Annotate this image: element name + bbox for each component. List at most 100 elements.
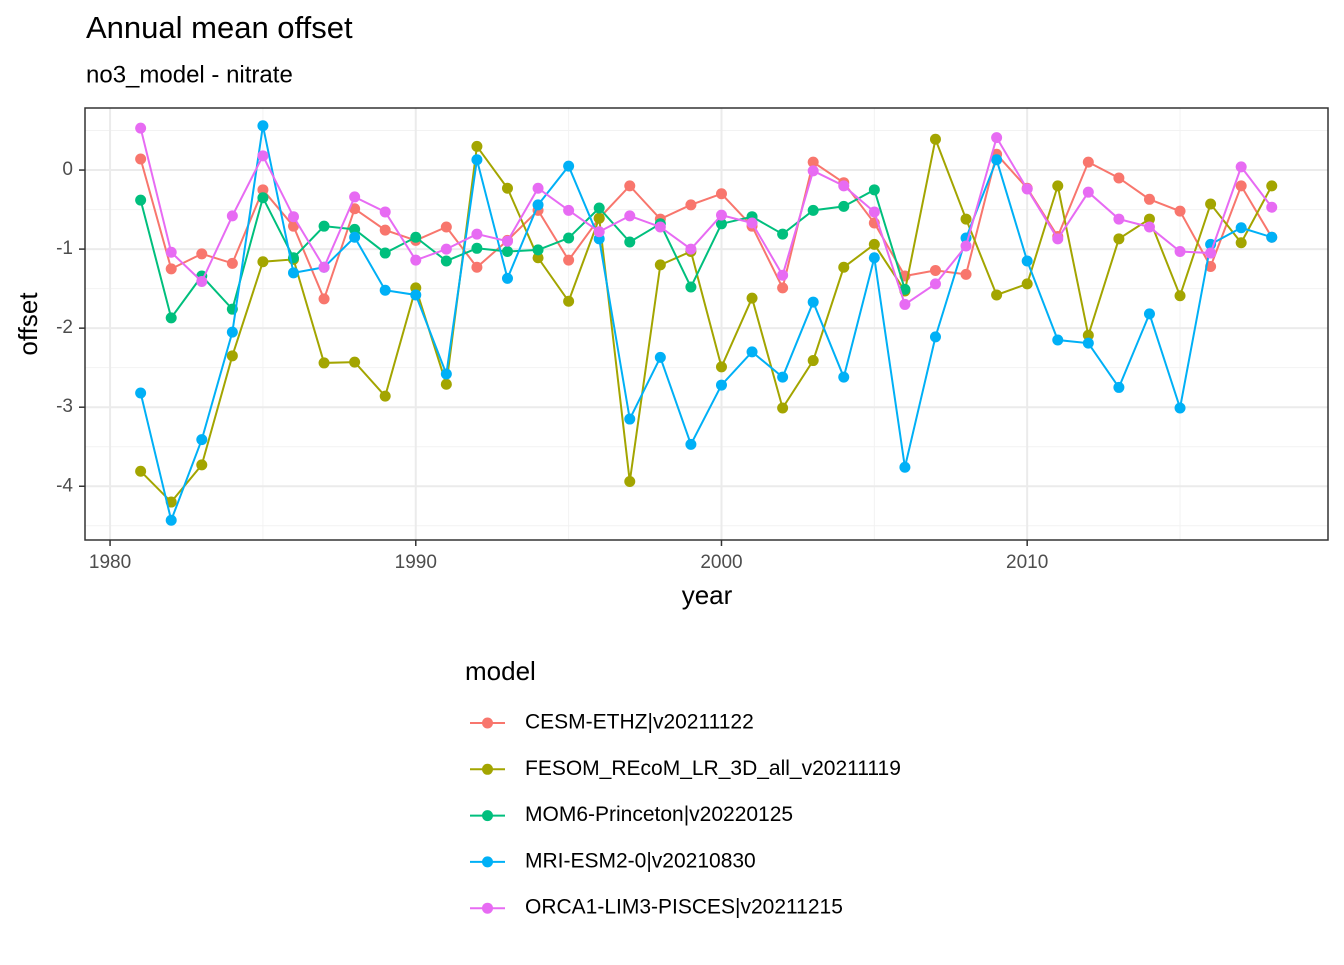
data-point <box>1266 180 1278 192</box>
data-point <box>410 231 422 243</box>
data-point <box>1235 222 1247 234</box>
data-point <box>991 154 1003 166</box>
data-point <box>685 243 697 255</box>
data-point <box>1266 231 1278 243</box>
data-point <box>868 252 880 264</box>
data-point <box>226 210 238 222</box>
data-point <box>685 281 697 293</box>
data-point <box>899 283 911 295</box>
data-point <box>440 255 452 267</box>
x-tick-label: 2000 <box>700 552 742 573</box>
data-point <box>1082 329 1094 341</box>
data-point <box>1235 237 1247 249</box>
data-point <box>807 355 819 367</box>
legend-label: FESOM_REcoM_LR_3D_all_v20211119 <box>525 757 901 780</box>
data-point <box>593 226 605 238</box>
legend-label: CESM-ETHZ|v20211122 <box>525 711 754 734</box>
data-point <box>1174 290 1186 302</box>
data-point <box>1052 233 1064 245</box>
data-point <box>1082 156 1094 168</box>
data-point <box>715 188 727 200</box>
data-point <box>226 350 238 362</box>
data-point <box>1174 245 1186 257</box>
data-point <box>654 259 666 271</box>
data-point <box>196 248 208 260</box>
data-point <box>654 351 666 363</box>
data-point <box>318 220 330 232</box>
data-point <box>501 245 513 257</box>
data-point <box>777 371 789 383</box>
data-point <box>379 390 391 402</box>
data-point <box>165 312 177 324</box>
data-point <box>349 231 361 243</box>
data-point <box>899 461 911 473</box>
data-point <box>532 252 544 264</box>
data-point <box>1082 337 1094 349</box>
data-point <box>1143 221 1155 233</box>
data-point <box>440 368 452 380</box>
data-point <box>746 292 758 304</box>
data-point <box>685 438 697 450</box>
data-point <box>1021 183 1033 195</box>
data-point <box>929 133 941 145</box>
data-point <box>991 132 1003 144</box>
data-point <box>563 295 575 307</box>
y-tick-label: -3 <box>56 396 73 417</box>
data-point <box>624 413 636 425</box>
data-point <box>135 153 147 165</box>
data-point <box>838 200 850 212</box>
data-point <box>1143 193 1155 205</box>
x-axis-label: year <box>682 580 733 610</box>
data-point <box>960 213 972 225</box>
legend-label: ORCA1-LIM3-PISCES|v20211215 <box>525 896 843 919</box>
data-point <box>471 242 483 254</box>
data-point <box>1082 186 1094 198</box>
data-point <box>379 224 391 236</box>
data-point <box>715 218 727 230</box>
data-point <box>135 194 147 206</box>
data-point <box>287 267 299 279</box>
legend-label: MOM6-Princeton|v20220125 <box>525 803 793 826</box>
data-point <box>685 199 697 211</box>
data-point <box>777 269 789 281</box>
data-point <box>257 120 269 132</box>
data-point <box>807 156 819 168</box>
data-point <box>1235 180 1247 192</box>
series-line <box>139 188 906 321</box>
chart-title: Annual mean offset <box>86 10 353 45</box>
legend-key-point <box>482 856 493 868</box>
data-point <box>440 378 452 390</box>
legend-key-point <box>482 810 493 822</box>
legend-label: MRI-ESM2-0|v20210830 <box>525 849 756 872</box>
data-point <box>349 203 361 215</box>
data-point <box>563 204 575 216</box>
data-point <box>1205 247 1217 259</box>
data-point <box>318 261 330 273</box>
data-point <box>563 160 575 172</box>
data-point <box>532 182 544 194</box>
data-point <box>777 228 789 240</box>
legend-key-point <box>482 902 493 914</box>
data-point <box>226 326 238 338</box>
data-point <box>471 261 483 273</box>
x-tick-label: 2010 <box>1006 552 1048 573</box>
data-point <box>165 263 177 275</box>
data-point <box>868 206 880 218</box>
data-point <box>135 465 147 477</box>
data-point <box>1113 381 1125 393</box>
y-tick-label: -1 <box>56 238 73 259</box>
data-point <box>746 346 758 358</box>
data-point <box>807 165 819 177</box>
data-point <box>471 140 483 152</box>
data-point <box>624 180 636 192</box>
data-point <box>532 199 544 211</box>
data-point <box>410 289 422 301</box>
data-point <box>349 356 361 368</box>
series-line <box>139 127 1273 307</box>
data-point <box>1113 172 1125 184</box>
data-point <box>532 244 544 256</box>
legend-title: model <box>465 656 536 686</box>
x-tick-label: 1990 <box>395 552 437 573</box>
data-point <box>899 298 911 310</box>
